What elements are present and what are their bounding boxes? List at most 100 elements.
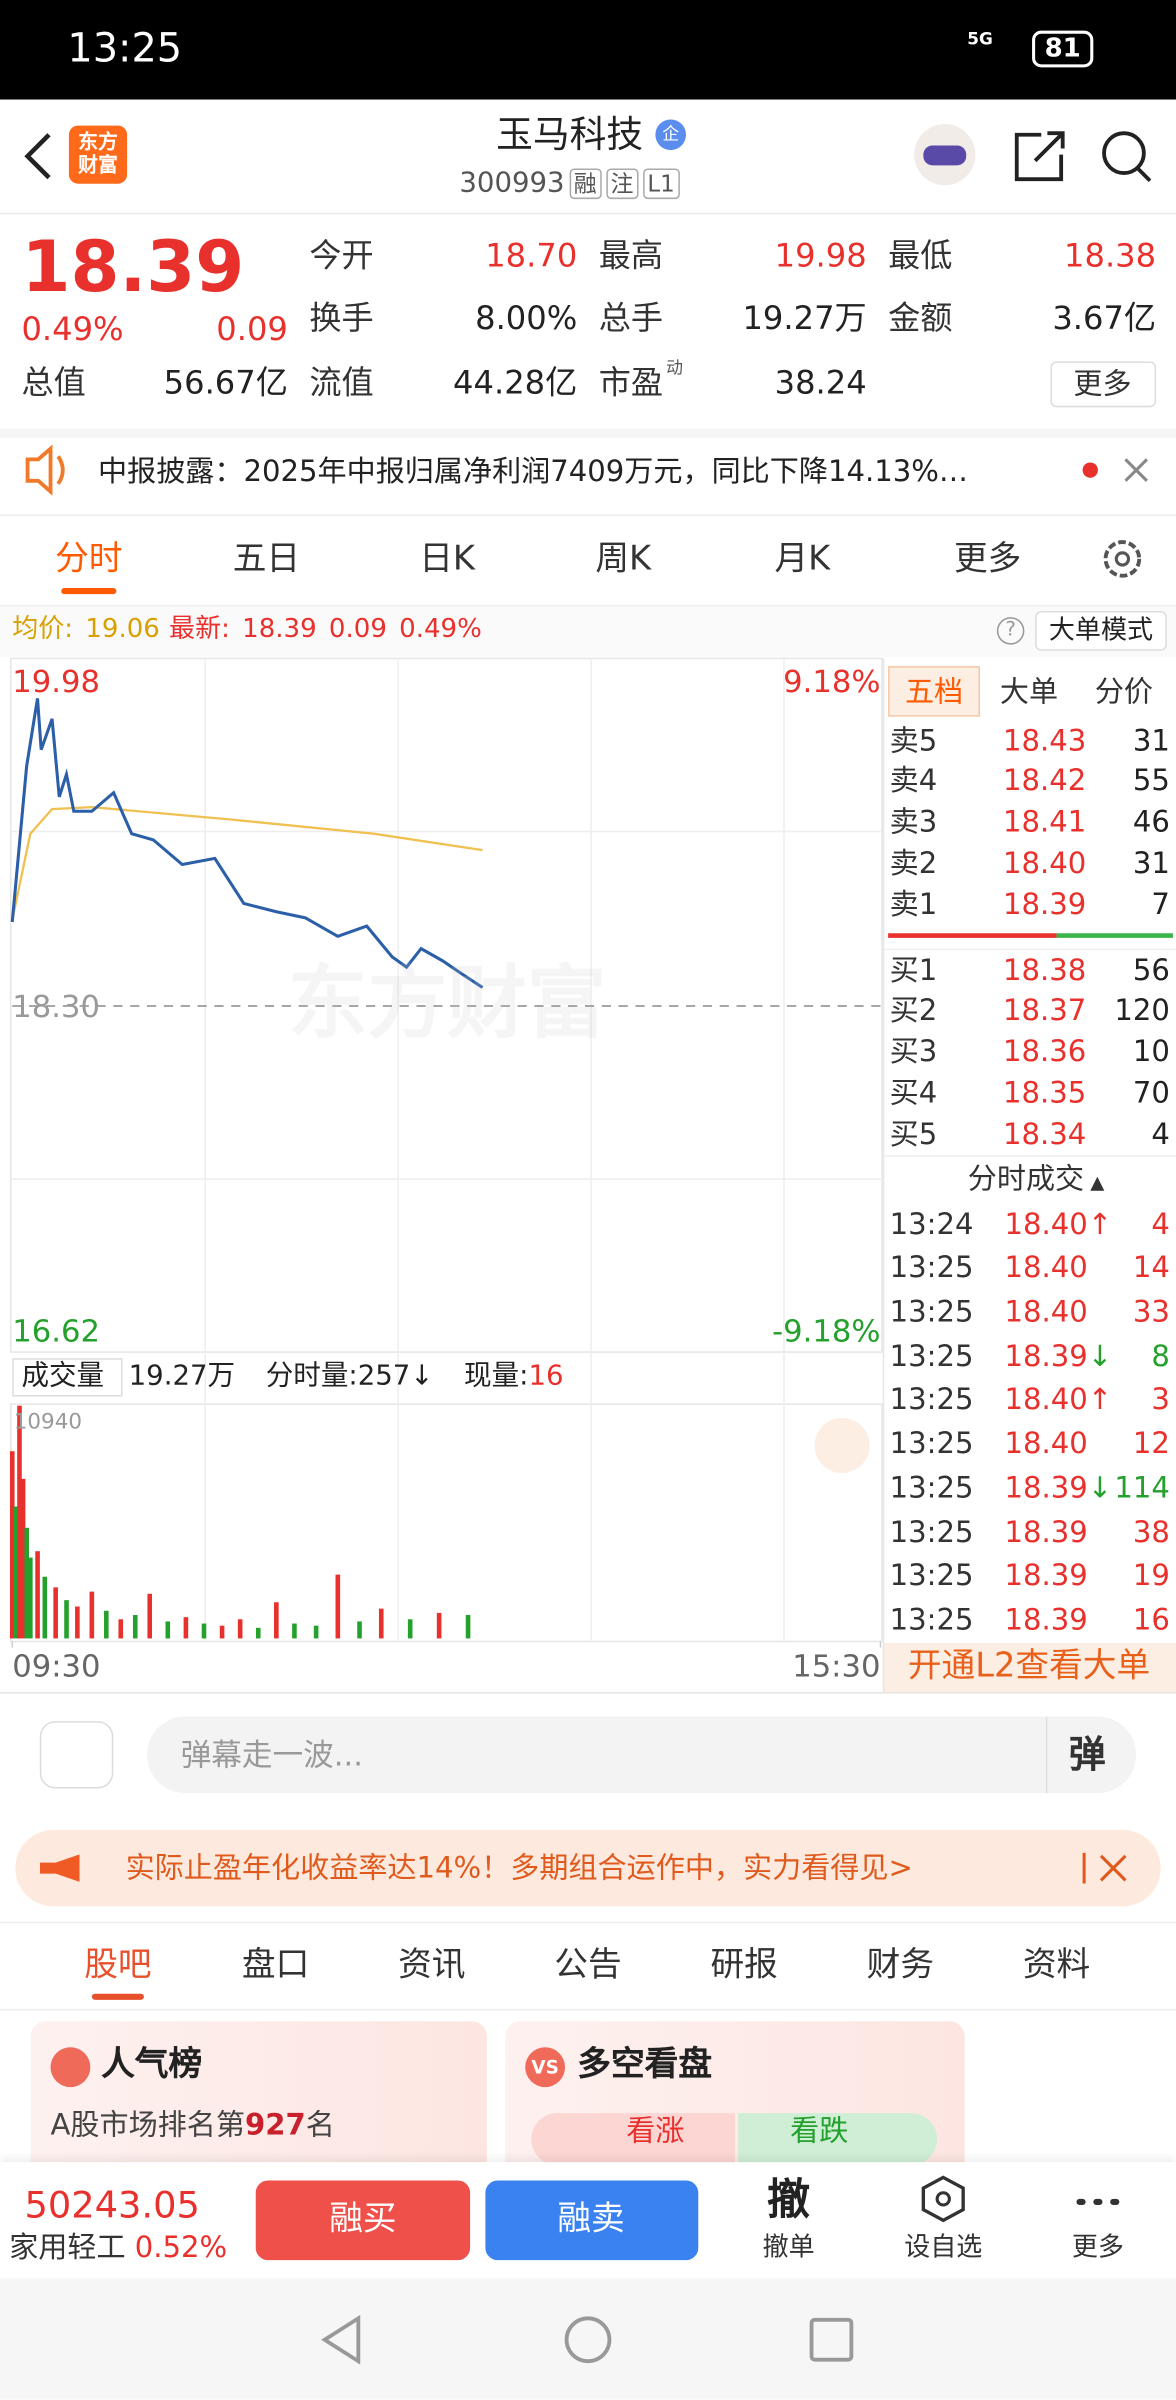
volume-bar: [219, 1625, 225, 1639]
ask-price: 18.40: [1002, 846, 1087, 881]
card[interactable]: [30, 2021, 487, 2175]
order-tab[interactable]: 五档: [904, 674, 964, 709]
bid-volume: 10: [1132, 1035, 1170, 1070]
divider: [0, 212, 1176, 215]
y-tick-label: 18.30: [12, 987, 100, 1025]
card-title: 多空看盘: [577, 2045, 713, 2084]
volume-frame: [9, 1403, 883, 1643]
section-tab[interactable]: 研报: [710, 1945, 778, 1985]
more-text[interactable]: 更多: [1071, 2232, 1124, 2263]
trade-price: 18.40: [1004, 1207, 1088, 1242]
bid-label: 买4: [889, 1076, 938, 1111]
card-icon: [50, 2047, 91, 2088]
watermark: 东方财富: [287, 958, 607, 1051]
chart-frame: [9, 657, 883, 1353]
logo-text: 东方财富: [78, 131, 118, 178]
ad-banner[interactable]: [15, 1829, 1161, 1907]
trade-price-cell: 18.39↓: [1005, 1339, 1113, 1374]
section-tab[interactable]: 财务: [866, 1945, 935, 1985]
danmaku-button[interactable]: 弹: [1068, 1732, 1106, 1776]
chart-tab[interactable]: 日K: [419, 540, 476, 579]
network: 5G: [967, 29, 993, 50]
stock-tag: 注: [605, 168, 639, 200]
l2-banner-bg[interactable]: [883, 1643, 1176, 1693]
volume-bar: [292, 1623, 297, 1639]
order-tab-active[interactable]: [888, 666, 980, 717]
volume-bar: [104, 1610, 109, 1639]
badge-text: 企: [662, 124, 680, 145]
l2-banner[interactable]: 开通L2查看大单: [907, 1647, 1151, 1686]
average-line: [11, 805, 483, 921]
section-tab[interactable]: 公告: [554, 1945, 622, 1985]
order-tab[interactable]: 大单: [999, 674, 1059, 709]
sector-line: 家用轻工 0.52%: [9, 2230, 227, 2265]
volume-bar: [465, 1615, 471, 1639]
volume-bar: [35, 1551, 40, 1639]
trade-time: 13:25: [889, 1427, 974, 1461]
help-icon[interactable]: [996, 617, 1025, 645]
trade-price: 18.39: [1004, 1559, 1088, 1593]
bull-text[interactable]: 看涨: [626, 2114, 685, 2148]
volume-bar: [313, 1625, 319, 1639]
trade-arrow: ↑: [1087, 1207, 1113, 1242]
expand-icon[interactable]: [814, 1417, 870, 1474]
chart-tab[interactable]: 周K: [595, 540, 652, 579]
trade-volume: 3: [1151, 1383, 1170, 1418]
comment-icon[interactable]: [39, 1721, 114, 1789]
chart-tab[interactable]: 更多: [953, 540, 1022, 579]
section-tab[interactable]: 股吧: [84, 1945, 152, 1985]
battery: [1032, 30, 1094, 68]
ask-volume: 31: [1132, 723, 1170, 758]
trade-time: 13:25: [889, 1339, 974, 1374]
more-button[interactable]: [1050, 361, 1157, 408]
bid-price: 18.38: [1002, 953, 1087, 988]
ask-label: 卖5: [889, 723, 938, 758]
trade-volume: 4: [1151, 1207, 1170, 1242]
field-value: 18.38: [1064, 237, 1157, 275]
volume-bar: [42, 1576, 48, 1639]
trade-price: 18.39: [1004, 1515, 1088, 1549]
buy-text[interactable]: 融买: [329, 2200, 397, 2239]
section-tab[interactable]: 盘口: [241, 1945, 310, 1985]
bear-button[interactable]: [738, 2113, 938, 2166]
more-button-text[interactable]: 更多: [1073, 366, 1132, 401]
volume-bar: [436, 1612, 442, 1639]
trade-volume: 8: [1151, 1339, 1170, 1374]
buy-button[interactable]: [255, 2180, 471, 2261]
volume-tick-label: 10940: [13, 1409, 82, 1435]
volume-bar: [335, 1574, 341, 1639]
bear-text[interactable]: 看跌: [790, 2114, 849, 2148]
mode-button[interactable]: [1035, 610, 1167, 651]
sell-text[interactable]: 融卖: [557, 2200, 625, 2239]
volume-bar: [17, 1405, 22, 1639]
chart-tab[interactable]: 五日: [232, 540, 301, 579]
chart-tab[interactable]: 分时: [55, 540, 123, 579]
ask-volume: 55: [1132, 764, 1170, 799]
cancel-text[interactable]: 撤单: [762, 2232, 815, 2263]
bid-volume: 120: [1114, 994, 1170, 1029]
vol-label-box[interactable]: [12, 1358, 123, 1397]
trade-price: 18.40: [1004, 1251, 1088, 1286]
section-tab[interactable]: 资讯: [398, 1945, 466, 1985]
comment-input[interactable]: [147, 1716, 1137, 1794]
sell-button[interactable]: [485, 2180, 699, 2261]
code-line: 300993 融注 L1: [459, 167, 680, 202]
trade-time: 13:25: [889, 1383, 974, 1418]
field-value: 3.67亿: [1052, 300, 1157, 338]
chart-tab[interactable]: 月K: [774, 540, 831, 579]
grid: [10, 658, 1176, 1642]
bull-button[interactable]: [531, 2113, 735, 2166]
notice-text: 中报披露：2025年中报归属净利润7409万元，同比下降14.13%…: [98, 454, 968, 488]
field-label: 流值: [309, 365, 374, 402]
divider: [0, 1921, 1176, 1924]
card-line: A股市场排名第927名: [51, 2108, 335, 2143]
mode-text[interactable]: 大单模式: [1048, 615, 1154, 646]
watch-text[interactable]: 设自选: [904, 2232, 983, 2263]
field-label: 最高: [598, 237, 664, 275]
section-tab[interactable]: 资料: [1022, 1945, 1091, 1985]
trade-price-cell: 18.39: [1005, 1515, 1088, 1550]
cancel-icon[interactable]: 撤: [767, 2174, 811, 2226]
order-tab[interactable]: 分价: [1094, 674, 1154, 709]
logo[interactable]: [68, 125, 128, 184]
trade-price: 18.39: [1004, 1339, 1088, 1374]
